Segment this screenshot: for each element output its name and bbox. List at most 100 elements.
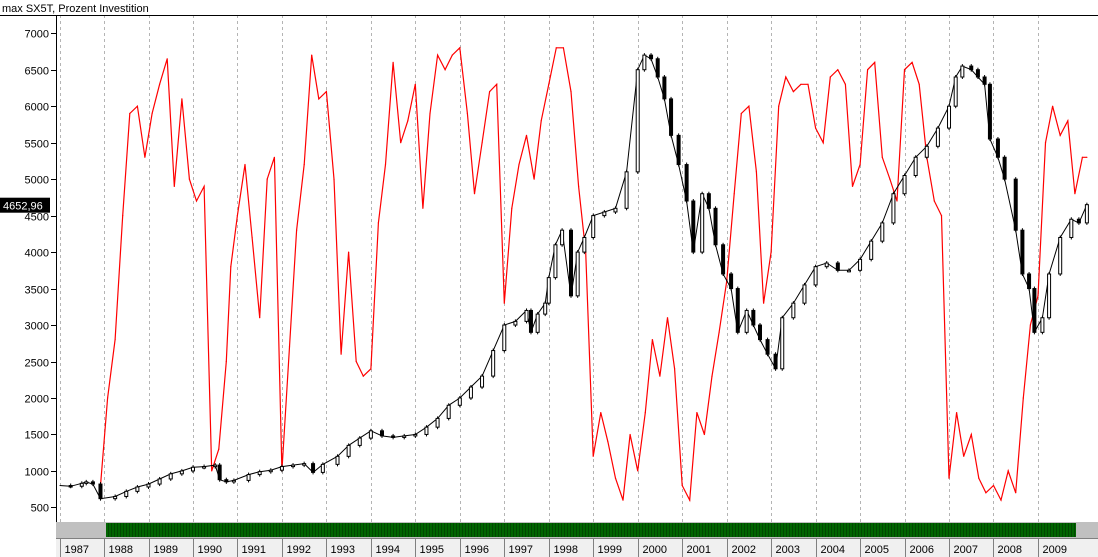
price-candle-body bbox=[468, 386, 473, 399]
price-candle-body bbox=[446, 404, 451, 419]
investment-point bbox=[851, 185, 854, 187]
price-candle-body bbox=[835, 262, 840, 271]
price-candle-body bbox=[780, 317, 785, 370]
investment-point bbox=[548, 83, 550, 85]
y-tick-label: 4500 bbox=[25, 212, 49, 224]
investment-point bbox=[195, 200, 198, 202]
price-candle-body bbox=[824, 262, 829, 268]
investment-point bbox=[466, 112, 468, 115]
chart-title: max SX5T, Prozent Investition bbox=[0, 0, 1098, 15]
price-candle-body bbox=[480, 375, 485, 388]
price-candle-body bbox=[524, 309, 529, 322]
investment-point bbox=[703, 433, 706, 436]
price-candle-body bbox=[924, 145, 929, 158]
price-candle-body bbox=[773, 353, 778, 370]
price-candle-body bbox=[98, 483, 103, 500]
investment-point bbox=[815, 127, 817, 129]
year-label-1996: 1996 bbox=[465, 544, 489, 556]
price-candle-body bbox=[575, 251, 580, 297]
investment-point bbox=[1052, 105, 1054, 107]
price-candle-body bbox=[1084, 204, 1089, 224]
investment-point bbox=[355, 360, 357, 363]
last-value-text: 4652,96 bbox=[3, 201, 43, 213]
price-candles-series bbox=[59, 53, 1089, 501]
investment-point bbox=[407, 120, 409, 122]
price-candle-body bbox=[90, 481, 95, 485]
investment-point bbox=[129, 112, 131, 115]
price-candle-body bbox=[995, 138, 1000, 158]
year-label-1992: 1992 bbox=[287, 544, 311, 556]
price-candle-body bbox=[982, 76, 987, 85]
investment-point bbox=[763, 302, 765, 304]
price-candle-body bbox=[891, 193, 896, 224]
price-candle-body bbox=[391, 435, 396, 438]
investment-point bbox=[970, 433, 972, 436]
investment-point bbox=[659, 375, 661, 377]
price-candle-body bbox=[751, 309, 756, 326]
last-value-label: 4652,96 bbox=[0, 197, 50, 213]
investment-point bbox=[211, 470, 213, 472]
investment-point bbox=[837, 69, 839, 71]
investment-point bbox=[429, 112, 431, 115]
investment-point bbox=[392, 61, 394, 64]
price-candle-body bbox=[279, 466, 284, 471]
investment-point bbox=[1067, 120, 1069, 122]
investment-point bbox=[511, 207, 513, 209]
price-candle-body bbox=[368, 430, 373, 439]
investment-point bbox=[696, 412, 698, 414]
investment-point bbox=[451, 54, 453, 56]
investment-point bbox=[473, 193, 476, 195]
price-candle-body bbox=[1040, 317, 1045, 333]
investment-point bbox=[259, 317, 261, 319]
price-candle-body bbox=[1002, 156, 1007, 180]
price-candle-body bbox=[758, 324, 763, 341]
investment-point bbox=[311, 54, 313, 56]
price-candle-body bbox=[602, 211, 607, 217]
year-label-1995: 1995 bbox=[420, 544, 444, 556]
investment-point bbox=[778, 105, 780, 107]
price-candle-body bbox=[802, 284, 807, 304]
investment-point bbox=[540, 120, 542, 122]
price-candle-body bbox=[257, 471, 262, 476]
investment-point bbox=[340, 353, 342, 355]
price-candle-body bbox=[765, 339, 770, 355]
investment-point bbox=[592, 455, 594, 457]
price-candle-body bbox=[491, 350, 496, 377]
investment-point bbox=[333, 178, 335, 180]
price-candle-body bbox=[791, 302, 796, 319]
investment-point bbox=[918, 83, 920, 85]
investment-point bbox=[225, 360, 227, 363]
price-candle-body bbox=[1032, 288, 1037, 333]
investment-point bbox=[792, 91, 795, 93]
investment-point bbox=[384, 163, 387, 166]
investment-point bbox=[1037, 295, 1039, 297]
price-candle-body bbox=[691, 200, 696, 253]
year-label-2002: 2002 bbox=[732, 544, 756, 556]
investment-point bbox=[218, 448, 220, 450]
investment-point bbox=[525, 134, 528, 136]
price-candle-body bbox=[869, 240, 874, 260]
price-candle-body bbox=[902, 174, 907, 195]
investment-point bbox=[570, 91, 572, 93]
y-axis: 500 1000 1500 2000 2500 3000 3500 4000 4500 5000 5… bbox=[25, 29, 56, 515]
investment-point bbox=[651, 339, 654, 341]
price-candle-body bbox=[190, 466, 195, 472]
price-candle-body bbox=[68, 485, 73, 488]
investment-point bbox=[266, 178, 268, 180]
investment-point bbox=[800, 83, 802, 85]
investment-point bbox=[896, 200, 898, 202]
investment-point bbox=[533, 178, 535, 180]
price-candle-body bbox=[642, 54, 647, 71]
price-candle-body bbox=[513, 320, 518, 326]
investment-point bbox=[578, 185, 580, 187]
price-candle-body bbox=[700, 193, 705, 253]
price-candle-body bbox=[846, 269, 851, 273]
price-candle-body bbox=[157, 478, 162, 485]
price-candle-body bbox=[975, 69, 980, 78]
price-candle-body bbox=[684, 164, 689, 202]
investment-point bbox=[948, 477, 950, 479]
investment-point bbox=[422, 207, 424, 209]
investment-point bbox=[496, 83, 498, 85]
investment-point bbox=[889, 178, 891, 180]
